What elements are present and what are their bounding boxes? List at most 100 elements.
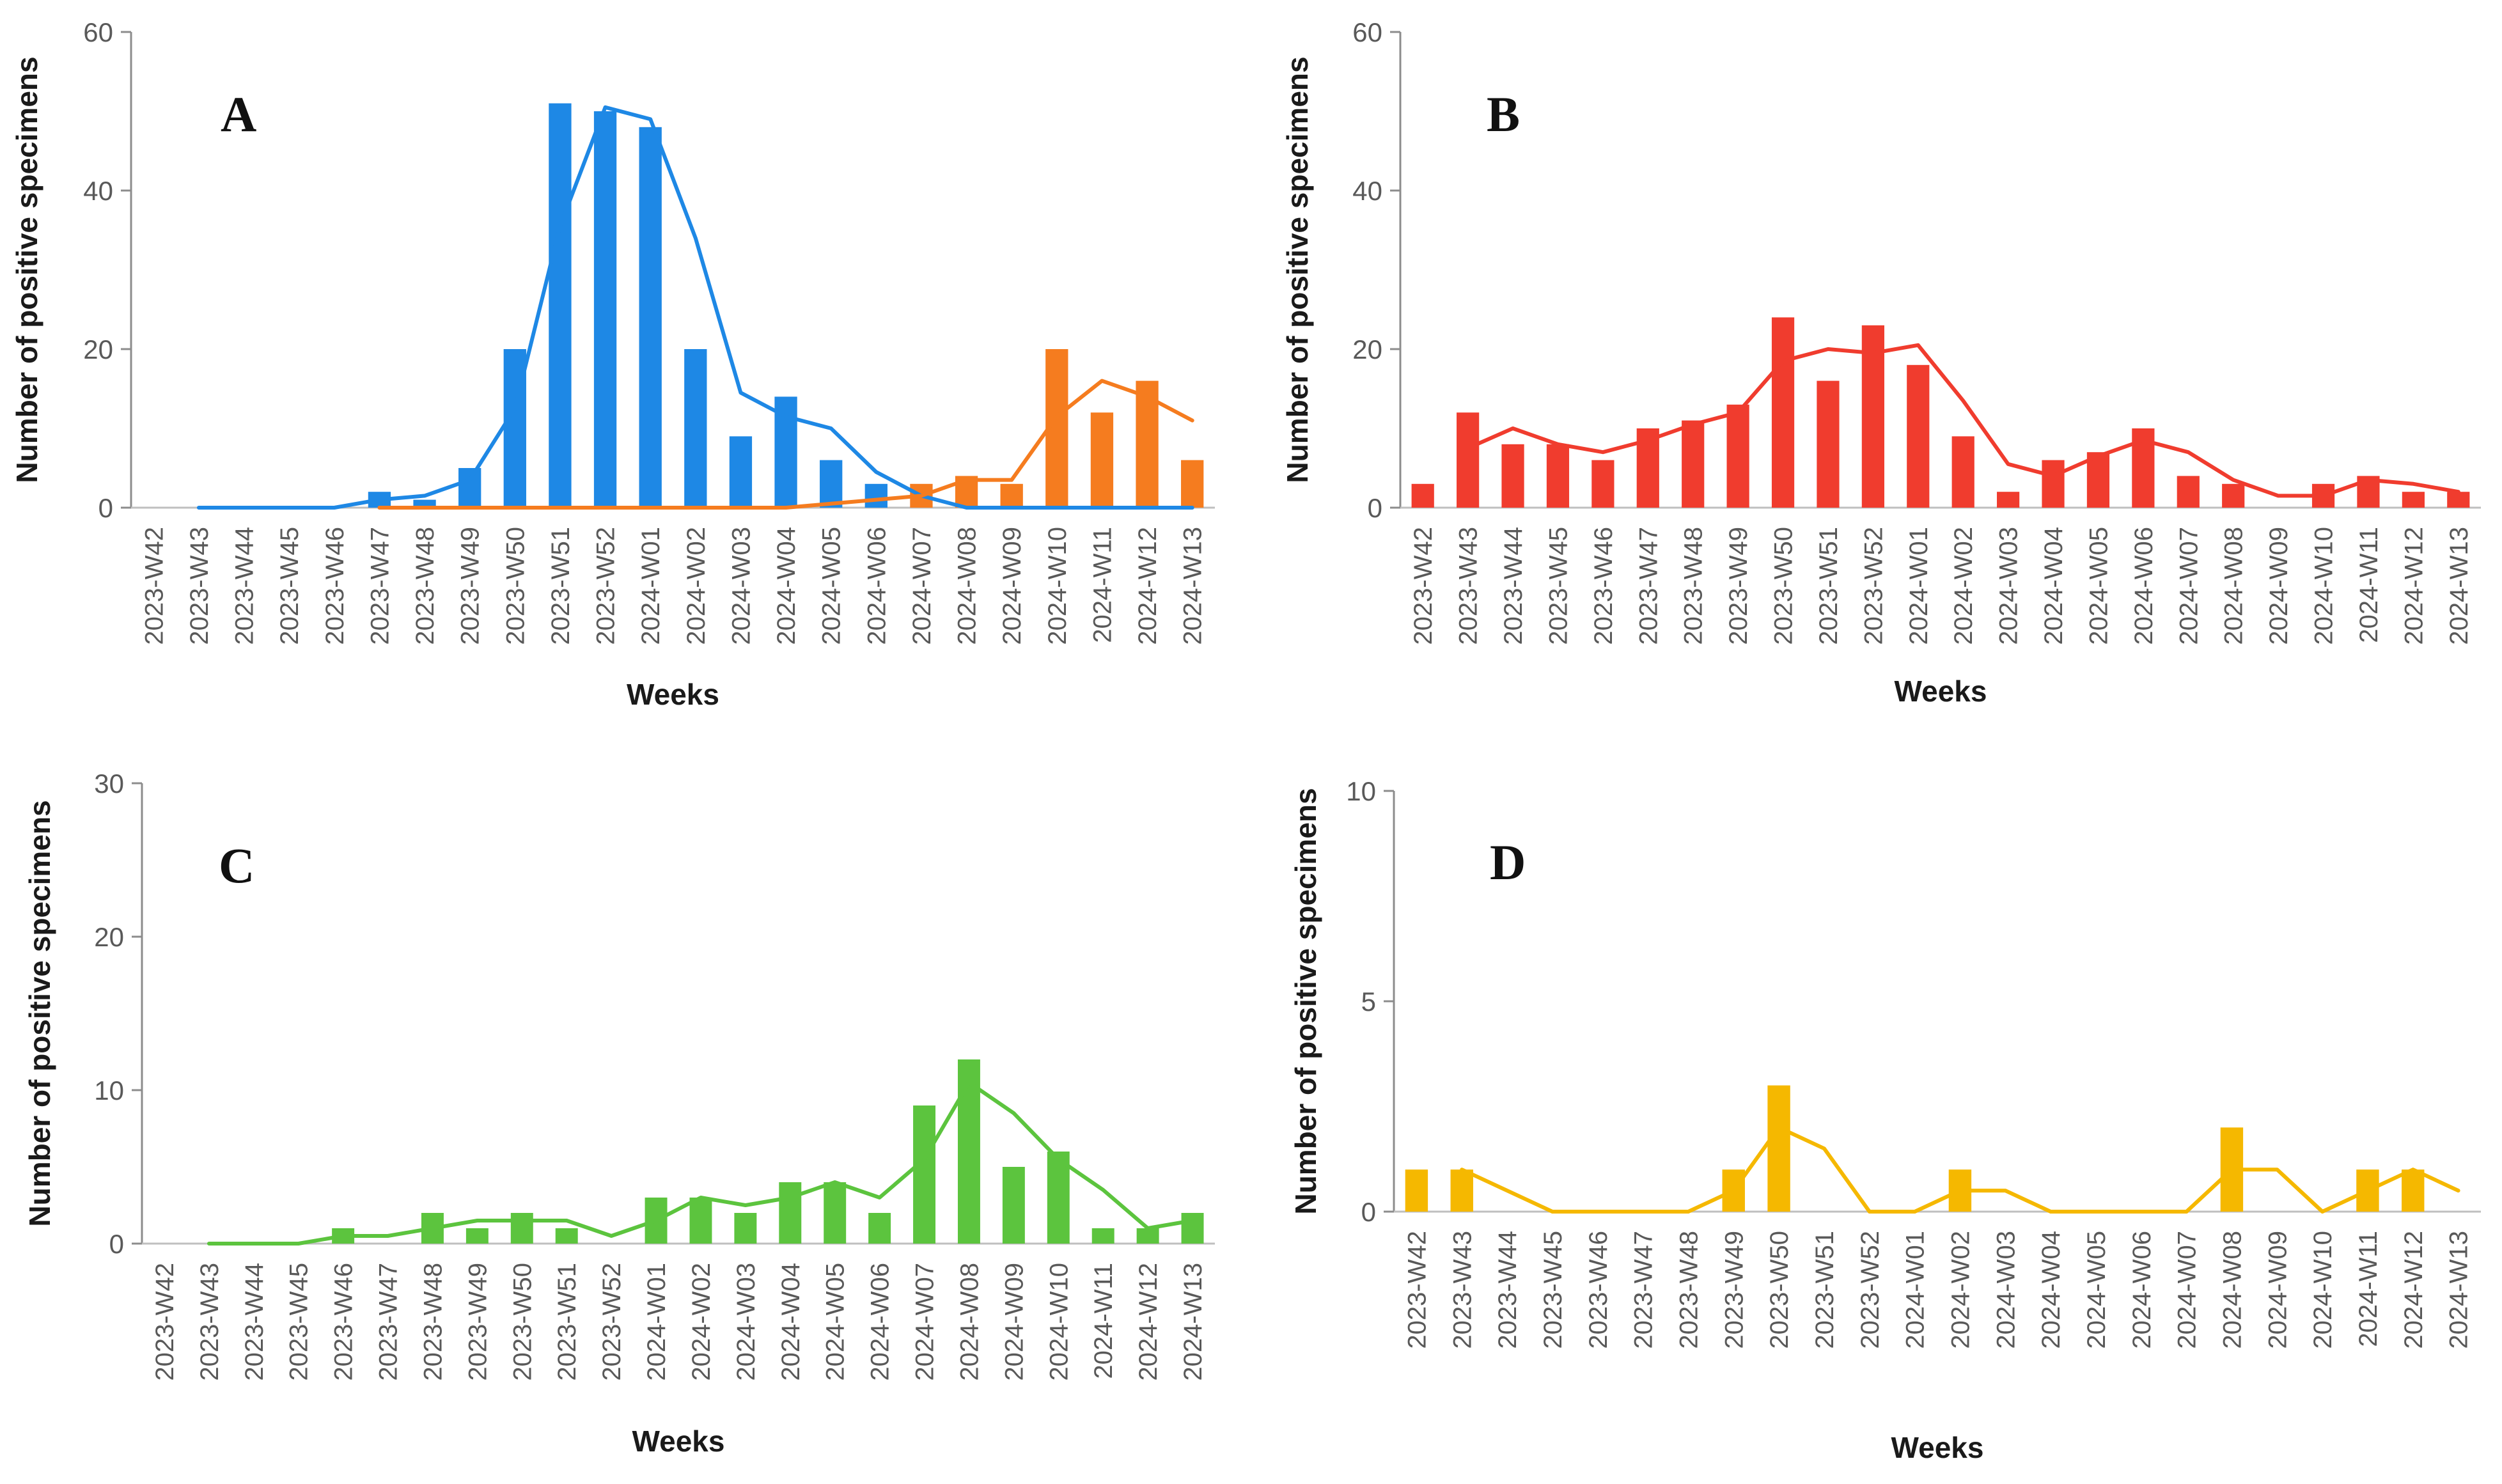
trend-line: [207, 1081, 1194, 1246]
bar: [1861, 325, 1884, 508]
x-tick-label: 2023-W49: [1724, 527, 1753, 645]
bar: [549, 103, 572, 508]
x-tick-label: 2024-W12: [2400, 1231, 2428, 1349]
x-tick-label: 2023-W46: [1590, 527, 1618, 645]
x-tick-label: 2023-W51: [553, 1263, 581, 1381]
trend-line: [1460, 1125, 2460, 1214]
bar: [1002, 1167, 1025, 1244]
x-tick-label: 2023-W42: [1409, 527, 1437, 645]
x-tick-label: 2024-W09: [2265, 527, 2293, 645]
x-tick-label: 2024-W01: [637, 527, 665, 645]
trend-line: [377, 379, 1194, 510]
bar: [1997, 492, 2020, 508]
x-tick-label: 2023-W47: [1634, 527, 1662, 645]
x-tick-label: 2024-W11: [2354, 1231, 2382, 1347]
x-tick-label: 2024-W09: [2264, 1231, 2292, 1349]
bar: [864, 483, 887, 508]
x-axis-title: Weeks: [1891, 1431, 1984, 1464]
x-tick-label: 2023-W51: [1815, 527, 1843, 645]
y-axis-title: Number of positive specimens: [1289, 788, 1322, 1214]
y-tick-label: 10: [94, 1075, 124, 1105]
chart-panel-c: 0 10 20 30 2023-W42 2023-W43 2023-W44 2023-W45 2…: [23, 769, 1215, 1458]
trend-line: [196, 105, 1194, 510]
bar: [1450, 1169, 1473, 1212]
x-tick-label: 2024-W03: [1995, 527, 2023, 645]
x-tick-label: 2024-W07: [908, 527, 936, 645]
y-tick-label: 0: [1361, 1197, 1376, 1227]
bar: [639, 127, 662, 508]
y-tick-label: 0: [109, 1229, 124, 1259]
bar: [1136, 1228, 1159, 1244]
x-tick-label: 2024-W09: [1000, 1263, 1028, 1381]
x-tick-label: 2024-W06: [2130, 527, 2158, 645]
bar: [1501, 444, 1524, 508]
x-axis-title: Weeks: [632, 1425, 725, 1458]
x-tick-label: 2023-W50: [508, 1263, 536, 1381]
x-tick-label: 2024-W05: [822, 1263, 850, 1381]
x-tick-label: 2023-W47: [375, 1263, 403, 1381]
x-tick-label: 2023-W45: [1544, 527, 1572, 645]
x-tick-label: 2024-W03: [732, 1263, 760, 1381]
x-tick-label: 2023-W47: [366, 527, 394, 645]
x-tick-label: 2023-W42: [140, 527, 168, 645]
bar: [1405, 1169, 1428, 1212]
x-tick-label: 2024-W05: [2083, 1231, 2111, 1349]
chart-panel-a: 0 20 40 60 2023-W42 2023-W43 2023-W44 2023-W45 2…: [10, 17, 1215, 711]
x-tick-label: 2023-W49: [1720, 1231, 1748, 1349]
x-tick-label: 2023-W46: [330, 1263, 358, 1381]
bar: [2042, 460, 2065, 508]
x-tick-label: 2024-W04: [772, 527, 801, 645]
bar: [1181, 460, 1204, 508]
chart-panel-d: 0 5 10 2023-W42 2023-W43 2023-W44 2023-W45 2023…: [1289, 776, 2481, 1464]
y-tick-label: 60: [83, 17, 113, 47]
y-tick-label: 0: [1368, 493, 1382, 523]
x-axis-title: Weeks: [627, 678, 719, 711]
x-tick-label: 2024-W13: [2445, 527, 2473, 645]
x-tick-label: 2024-W11: [1088, 527, 1116, 643]
x-tick-label: 2024-W03: [1992, 1231, 2020, 1349]
bar: [2177, 476, 2200, 508]
x-tick-label: 2023-W45: [276, 527, 304, 645]
bar: [2222, 483, 2245, 508]
bar: [1771, 317, 1795, 508]
x-tick-label: 2024-W10: [1044, 527, 1072, 645]
bar: [1907, 364, 1930, 508]
bar: [1951, 436, 1974, 508]
x-tick-label: 2023-W52: [1856, 1231, 1884, 1349]
x-tick-label: 2024-W05: [818, 527, 846, 645]
x-tick-label: 2024-W07: [2173, 1231, 2201, 1349]
x-tick-label: 2023-W48: [411, 527, 439, 645]
x-tick-label: 2023-W43: [1455, 527, 1483, 645]
x-tick-label: 2024-W02: [1946, 1231, 1974, 1349]
x-tick-label: 2023-W49: [457, 527, 485, 645]
x-tick-label: 2024-W10: [2309, 1231, 2337, 1349]
x-tick-label: 2024-W04: [2037, 1231, 2065, 1349]
bar: [824, 1182, 847, 1244]
bar: [779, 1182, 802, 1244]
x-tick-label: 2024-W02: [1950, 527, 1978, 645]
panel-letter: B: [1487, 86, 1520, 142]
x-tick-label: 2024-W01: [643, 1263, 671, 1381]
bar: [868, 1213, 891, 1244]
x-tick-label: 2024-W02: [682, 527, 710, 645]
y-tick-label: 40: [83, 176, 113, 206]
x-tick-label: 2023-W44: [231, 527, 259, 645]
bar: [465, 1228, 489, 1244]
x-tick-label: 2023-W48: [1680, 527, 1708, 645]
y-axis-title: Number of positive specimens: [23, 800, 56, 1226]
x-tick-label: 2024-W04: [2040, 527, 2068, 645]
x-tick-label: 2023-W44: [1499, 527, 1528, 645]
bar: [1090, 412, 1114, 508]
bar: [734, 1213, 757, 1244]
y-tick-label: 20: [94, 922, 124, 952]
x-tick-label: 2024-W12: [2400, 527, 2428, 645]
bar: [413, 499, 436, 508]
x-tick-label: 2023-W46: [321, 527, 349, 645]
x-tick-label: 2023-W52: [592, 527, 620, 645]
x-tick-label: 2024-W12: [1134, 527, 1162, 645]
bar: [1726, 404, 1749, 508]
bar: [1817, 380, 1840, 508]
bar: [1767, 1085, 1790, 1212]
y-tick-label: 60: [1352, 17, 1382, 47]
